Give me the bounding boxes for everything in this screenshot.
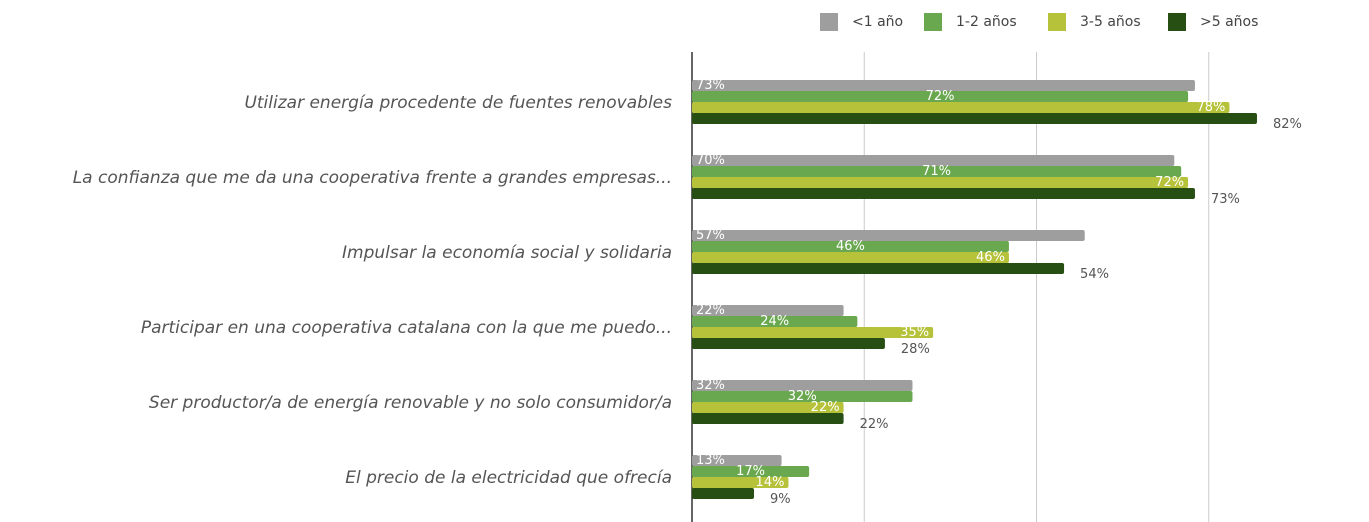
bar [692,230,1085,241]
bar [692,241,1009,252]
data-label: 32% [788,389,817,404]
bar [692,380,913,391]
bar [692,263,1065,274]
bar [692,188,1195,199]
bar [692,91,1189,102]
bar [692,338,885,349]
category-label: Utilizar energía procedente de fuentes r… [244,93,672,113]
data-label: 17% [736,464,765,479]
data-label: 9% [770,492,791,507]
bar [692,477,789,488]
legend-swatch [924,13,942,31]
data-label: 54% [1080,267,1109,282]
data-label: 24% [760,314,789,329]
bar [692,177,1189,188]
data-label: 70% [696,153,725,168]
bar [692,166,1182,177]
bar [692,466,810,477]
legend-label: 1-2 años [956,14,1017,30]
bar [692,391,913,402]
data-label: 72% [1155,175,1184,190]
data-label: 13% [696,453,725,468]
data-label: 22% [696,303,725,318]
data-label: 57% [696,228,725,243]
data-label: 73% [1211,192,1240,207]
category-label: El precio de la electricidad que ofrecía [345,468,672,488]
bar [692,305,844,316]
bar [692,327,934,338]
data-label: 32% [696,378,725,393]
data-label: 71% [922,164,951,179]
bar [692,488,755,499]
legend-swatch [1048,13,1066,31]
legend-swatch [1168,13,1186,31]
legend-label: >5 años [1200,14,1258,30]
category-label: La confianza que me da una cooperativa f… [73,168,672,188]
legend-swatch [820,13,838,31]
legend-label: 3-5 años [1080,14,1141,30]
legend-label: <1 año [852,14,903,30]
bar [692,252,1009,263]
bar [692,102,1230,113]
data-label: 14% [756,475,785,490]
data-label: 72% [926,89,955,104]
data-label: 35% [900,325,929,340]
bar [692,113,1257,124]
bar [692,316,858,327]
category-label: Participar en una cooperativa catalana c… [141,318,672,338]
bar [692,402,844,413]
category-label: Ser productor/a de energía renovable y n… [149,393,672,413]
bar [692,80,1195,91]
data-label: 22% [811,400,840,415]
bar [692,413,844,424]
category-label: Impulsar la economía social y solidaria [342,243,672,263]
data-label: 46% [976,250,1005,265]
data-label: 28% [901,342,930,357]
data-label: 82% [1273,117,1302,132]
data-label: 78% [1197,100,1226,115]
data-label: 73% [696,78,725,93]
bar [692,455,782,466]
bar [692,155,1175,166]
data-label: 22% [860,417,889,432]
data-label: 46% [836,239,865,254]
